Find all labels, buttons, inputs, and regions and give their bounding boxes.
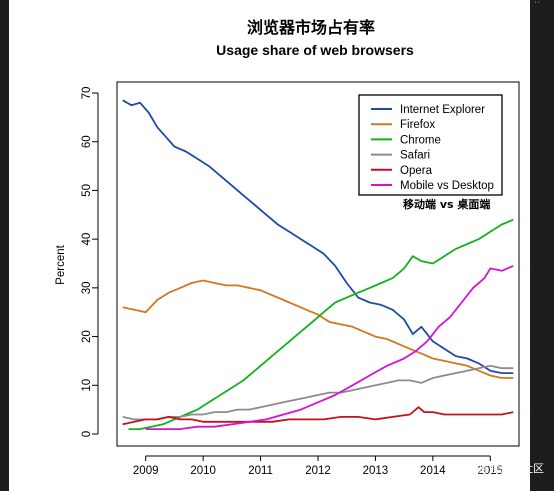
x-tick-label: 2013 <box>363 465 389 477</box>
y-tick-label: 10 <box>81 379 93 392</box>
y-tick-label: 30 <box>81 281 93 294</box>
watermark: @稀土掘金技术社区 <box>445 461 544 475</box>
chart-title: 浏览器市场占有率 <box>247 18 375 37</box>
series-line-internet-explorer <box>122 99 514 375</box>
series-line-mobile-vs-desktop <box>145 265 514 431</box>
y-tick-label: 70 <box>81 87 93 100</box>
axes: 0 10 20 30 40 50 60 70 2009 2010 2011 2012 2013 2014 2… <box>81 81 520 477</box>
series-line-safari <box>122 364 514 421</box>
legend-label: Chrome <box>400 134 441 146</box>
series-lines <box>122 99 514 431</box>
legend-label: Firefox <box>400 119 435 131</box>
y-tick-label: 60 <box>81 135 93 148</box>
legend-label: Internet Explorer <box>400 104 485 116</box>
x-tick-label: 2014 <box>420 465 446 477</box>
y-tick-label: 50 <box>81 184 93 197</box>
legend-box <box>358 94 503 196</box>
x-tick-label: 2011 <box>248 465 273 477</box>
legend-label: Mobile vs Desktop <box>400 180 494 192</box>
plot-frame <box>116 81 520 447</box>
y-tick-label: 20 <box>81 330 93 343</box>
legend: Internet Explorer Firefox Chrome Safari Oper… <box>358 94 503 196</box>
legend-label: Safari <box>400 150 430 162</box>
legend-label: Opera <box>400 165 433 177</box>
series-line-firefox <box>122 279 514 379</box>
y-tick-label: 40 <box>81 233 93 246</box>
chart-subtitle: Usage share of web browsers <box>216 42 414 58</box>
x-tick-label: 2010 <box>190 465 216 477</box>
y-axis-label: Percent <box>55 244 67 284</box>
y-tick-label: 0 <box>81 431 93 437</box>
series-line-opera <box>122 406 514 426</box>
x-tick-label: 2012 <box>305 465 331 477</box>
x-tick-label: 2009 <box>133 465 159 477</box>
x-tick-label: 2015 <box>477 465 503 477</box>
series-line-chrome <box>128 218 514 431</box>
annotation-mobile-vs-desktop: 移动端 vs 桌面端 <box>403 197 490 211</box>
